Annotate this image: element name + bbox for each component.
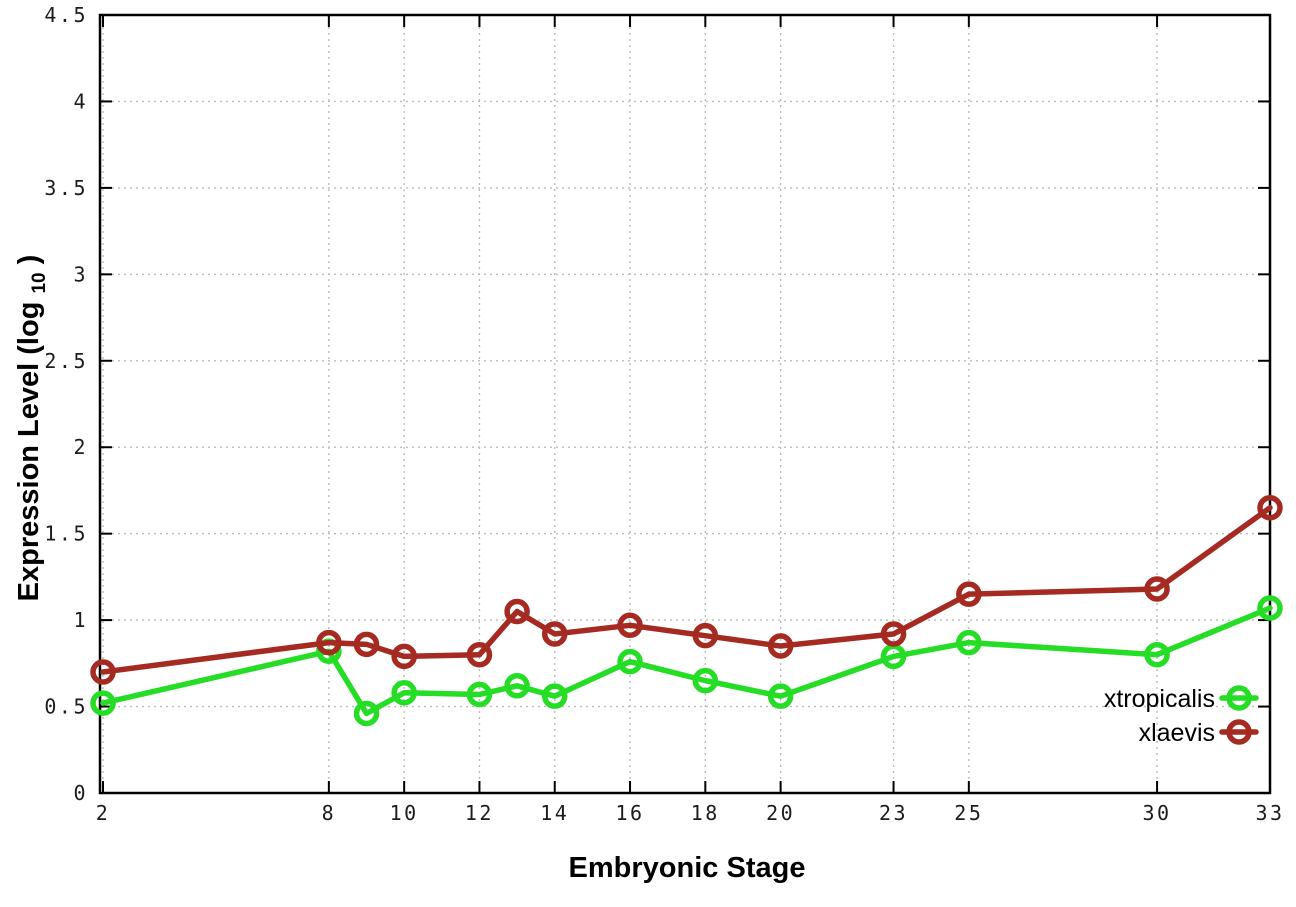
x-tick-label: 23 — [879, 801, 908, 825]
y-tick-label: 3 — [73, 262, 88, 286]
point-xlaevis-stage-30 — [1144, 576, 1170, 602]
y-tick-label: 0 — [73, 781, 88, 805]
legend: xtropicalis xlaevis — [1104, 685, 1259, 747]
y-tick-label: 2 — [73, 435, 88, 459]
x-tick-label: 16 — [615, 801, 644, 825]
point-xlaevis-stage-23 — [880, 621, 907, 647]
point-xtropicalis-stage-16 — [617, 648, 643, 675]
data-series — [90, 494, 1283, 727]
x-tick-label: 2 — [96, 801, 111, 825]
y-tick-label: 4 — [73, 89, 88, 113]
point-xtropicalis-stage-18 — [692, 667, 719, 694]
point-xtropicalis-stage-33 — [1257, 595, 1283, 621]
legend-item-xlaevis: xlaevis — [1139, 719, 1259, 747]
y-tick-label: 4.5 — [44, 3, 88, 27]
point-xlaevis-stage-16 — [617, 612, 643, 639]
point-xtropicalis-stage-12 — [466, 681, 493, 708]
legend-item-xtropicalis: xtropicalis — [1104, 685, 1259, 713]
tick-labels: 2 8 10 12 14 16 18 20 23 25 30 33 0 0.5 1 1.5 2 2.5 3 3.5 4 4… — [44, 3, 1284, 825]
point-xtropicalis-stage-13 — [504, 673, 530, 699]
legend-marker-xtropicalis — [1219, 685, 1259, 711]
axis-ticks — [100, 14, 1271, 794]
y-axis-title-close: ) — [13, 255, 45, 265]
point-xlaevis-stage-20 — [767, 633, 794, 659]
point-xlaevis-stage-13 — [504, 598, 530, 625]
series-line-xtropicalis — [100, 605, 1273, 717]
y-tick-label: 2.5 — [44, 349, 88, 373]
point-xlaevis-stage-14 — [541, 621, 568, 647]
point-xlaevis-stage-12 — [466, 641, 493, 668]
series-line-xlaevis — [100, 504, 1273, 675]
point-xlaevis-stage-8 — [316, 629, 342, 656]
point-xlaevis-stage-25 — [956, 581, 982, 607]
point-xtropicalis-stage-14 — [541, 683, 568, 709]
point-xtropicalis-stage-30 — [1144, 641, 1170, 668]
point-xlaevis-stage-9 — [353, 631, 380, 658]
x-tick-label: 14 — [540, 801, 569, 825]
y-axis-title-main: Expression Level (log — [13, 302, 45, 602]
point-xtropicalis-stage-10 — [391, 679, 417, 706]
x-tick-label: 20 — [766, 801, 795, 825]
point-xlaevis-stage-2 — [90, 659, 116, 685]
x-tick-label: 33 — [1255, 801, 1284, 825]
legend-label-xlaevis: xlaevis — [1139, 719, 1215, 747]
point-xlaevis-stage-18 — [692, 622, 719, 649]
x-axis-title: Embryonic Stage — [569, 852, 806, 884]
point-xtropicalis-stage-20 — [767, 683, 794, 709]
y-tick-label: 1 — [73, 608, 88, 632]
x-tick-label: 30 — [1143, 801, 1172, 825]
x-tick-label: 10 — [390, 801, 419, 825]
legend-label-xtropicalis: xtropicalis — [1104, 685, 1215, 713]
y-tick-label: 3.5 — [44, 176, 88, 200]
point-xtropicalis-stage-9 — [353, 700, 380, 727]
y-axis-title-subscript: 10 — [29, 272, 50, 293]
x-tick-label: 8 — [322, 801, 337, 825]
y-tick-label: 1.5 — [44, 522, 88, 546]
legend-sample-marker — [1226, 719, 1252, 745]
point-xlaevis-stage-33 — [1257, 494, 1283, 521]
legend-sample-marker — [1226, 685, 1252, 711]
x-tick-label: 25 — [954, 801, 983, 825]
point-xlaevis-stage-10 — [391, 643, 417, 670]
point-xtropicalis-stage-2 — [90, 690, 116, 716]
y-axis-title: Expression Level (log 10 ) — [13, 255, 52, 602]
legend-marker-xlaevis — [1219, 719, 1259, 745]
x-tick-label: 12 — [465, 801, 494, 825]
plot-border — [98, 13, 1272, 795]
point-xtropicalis-stage-25 — [956, 629, 982, 656]
y-tick-label: 0.5 — [44, 695, 88, 719]
x-tick-label: 18 — [691, 801, 720, 825]
